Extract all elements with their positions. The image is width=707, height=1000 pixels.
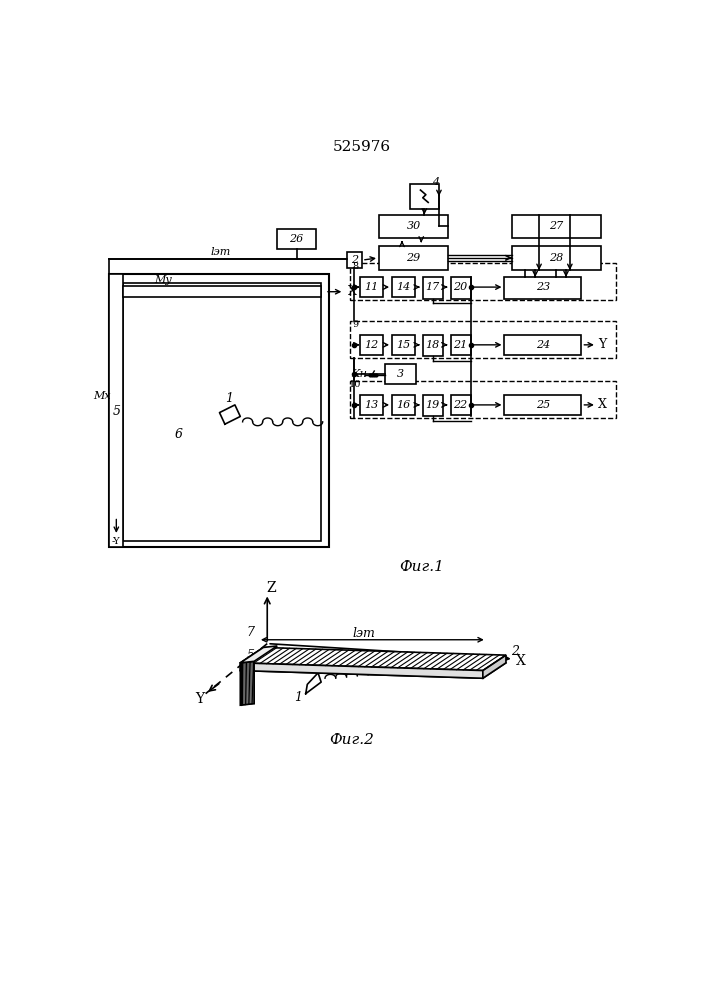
Text: Mx: Mx [93,391,110,401]
Bar [123,286,321,297]
Bar [423,395,443,416]
Bar [385,364,416,384]
Text: 18: 18 [426,340,440,350]
Text: 7: 7 [246,626,255,639]
Text: 11: 11 [364,282,378,292]
Text: 24: 24 [536,340,550,350]
Text: 28: 28 [549,253,563,263]
Text: 25: 25 [536,400,550,410]
Bar [360,395,382,415]
Text: 21: 21 [453,340,467,350]
Text: 2: 2 [351,255,358,265]
Bar [360,335,382,355]
Text: 6: 6 [363,652,371,666]
Text: -Y: -Y [112,537,121,546]
Text: 12: 12 [364,340,378,350]
Bar [351,321,616,358]
Text: Z: Z [267,581,276,595]
Bar [512,246,601,270]
Bar [392,395,415,415]
Polygon shape [240,663,483,678]
Text: 19: 19 [426,400,440,410]
Text: 22: 22 [453,400,467,410]
Bar [392,335,415,355]
Text: 17: 17 [426,282,440,292]
Text: lэт: lэт [211,247,231,257]
Bar [351,263,616,300]
Bar [277,229,316,249]
Text: 8: 8 [352,262,358,271]
Text: X: X [348,285,356,298]
Text: Фиг.1: Фиг.1 [399,560,444,574]
Bar [504,395,581,415]
Text: 4: 4 [431,177,438,187]
Text: lэт: lэт [352,627,375,640]
Bar [360,277,382,297]
Text: 5: 5 [246,649,255,662]
Bar [392,277,415,297]
Bar [379,215,448,238]
Text: 13: 13 [364,400,378,410]
Bar [351,381,616,418]
Bar [123,283,321,541]
Polygon shape [240,661,254,705]
Text: 3: 3 [397,369,404,379]
Text: 525976: 525976 [333,140,391,154]
Text: Y: Y [195,692,204,706]
Text: 15: 15 [397,340,411,350]
Text: 30: 30 [407,221,421,231]
Text: 10: 10 [349,380,361,389]
Text: 6: 6 [175,428,182,441]
Text: 23: 23 [536,282,550,292]
Bar [423,277,443,299]
Bar [346,252,362,268]
Bar [110,274,123,547]
Bar [379,246,448,270]
Text: 9: 9 [352,320,358,329]
Text: Кн: Кн [351,369,367,379]
Bar [423,335,443,356]
Bar [504,335,581,355]
Text: 1: 1 [225,392,233,405]
Bar [512,215,601,238]
Text: 14: 14 [397,282,411,292]
Text: My: My [155,275,172,285]
Bar [450,395,471,415]
Bar [450,277,471,299]
Polygon shape [240,646,277,663]
Text: 26: 26 [289,234,303,244]
Polygon shape [240,647,506,671]
Bar [504,277,581,299]
Polygon shape [483,655,506,678]
Text: 5: 5 [112,405,120,418]
Text: 20: 20 [453,282,467,292]
Text: X: X [597,398,607,411]
Text: Фиг.2: Фиг.2 [329,733,375,747]
Text: 1: 1 [294,691,302,704]
Text: 2: 2 [511,645,519,658]
Text: X: X [516,654,526,668]
Bar [450,335,471,355]
Text: 27: 27 [549,221,563,231]
Bar [409,184,439,209]
Text: 16: 16 [397,400,411,410]
Text: 29: 29 [407,253,421,263]
Text: Y: Y [598,338,607,351]
Bar [110,274,329,547]
